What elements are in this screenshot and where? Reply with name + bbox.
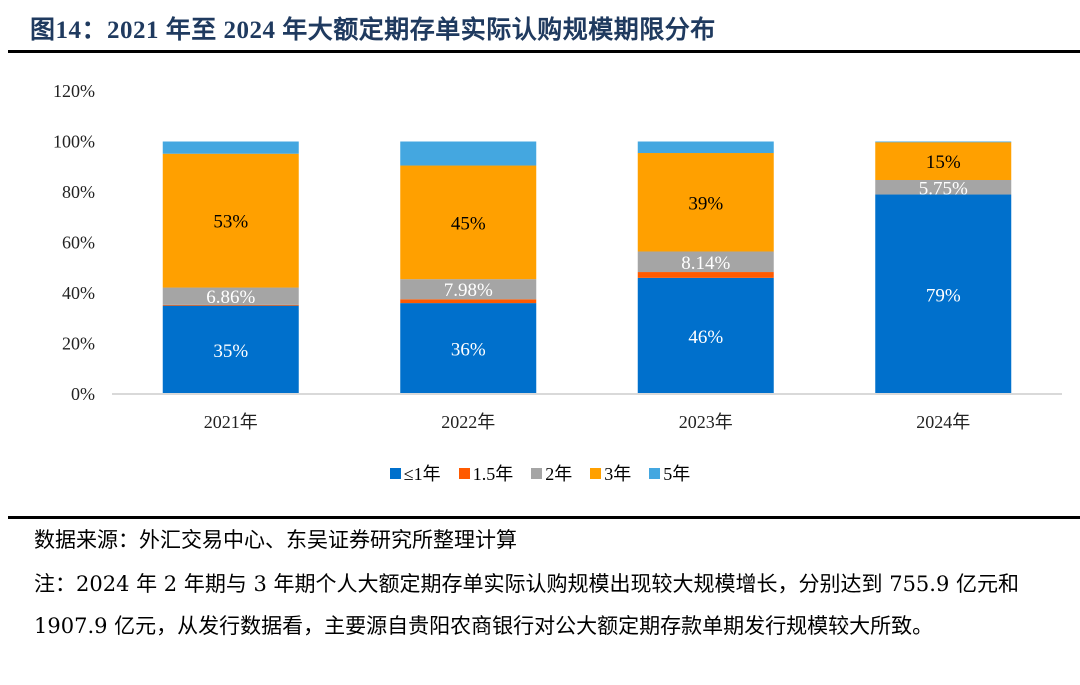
data-label: 15% [926, 152, 961, 173]
legend-item: 3年 [590, 460, 631, 486]
bars: 35% 6.86% 53% 36% 7.98% 45% 46% 8.14% 39% 79% 5.75… [162, 141, 1012, 394]
bar-stack: 35% 6.86% 53% [162, 141, 299, 394]
legend-swatch [531, 467, 543, 479]
y-tick-label: 40% [62, 283, 95, 303]
footnote: 注：2024 年 2 年期与 3 年期个人大额定期存单实际认购规模出现较大规模增… [34, 572, 1020, 638]
legend-swatch [458, 467, 470, 479]
legend-item: 2年 [531, 460, 572, 486]
bar-segment [162, 287, 299, 305]
bar-segment [162, 141, 299, 154]
x-axis: 2021年 2022年 2023年 2024年 [204, 412, 971, 432]
data-label: 6.86% [206, 287, 255, 308]
legend-label: 3年 [604, 464, 632, 484]
bar-segment [637, 272, 774, 278]
bar-segment [400, 299, 537, 304]
y-tick-label: 120% [53, 81, 95, 101]
bar-segment [400, 141, 537, 166]
x-tick-label: 2021年 [204, 412, 258, 432]
y-axis: 0% 20% 40% 60% 80% 100% 120% [53, 81, 95, 404]
title-divider [8, 50, 1080, 53]
y-tick-label: 0% [71, 384, 95, 404]
bar-segment [875, 180, 1012, 195]
bar-stack: 79% 5.75% 15% [875, 141, 1012, 394]
data-label: 5.75% [919, 178, 968, 199]
bar-segment [875, 141, 1012, 143]
legend-label: 1.5年 [472, 464, 514, 484]
legend-label: ≤1年 [403, 464, 441, 484]
bar-stack: 36% 7.98% 45% [400, 141, 537, 394]
legend-swatch [590, 467, 602, 479]
legend-item: ≤1年 [389, 460, 441, 486]
x-tick-label: 2024年 [916, 412, 970, 432]
footer-divider [8, 516, 1080, 519]
bar-segment [875, 194, 1012, 394]
legend-swatch [389, 467, 401, 479]
bar-stack: 46% 8.14% 39% [637, 141, 774, 394]
data-label: 35% [213, 341, 248, 362]
legend-item: 1.5年 [458, 460, 514, 486]
bar-segment [637, 141, 774, 154]
y-tick-label: 20% [62, 334, 95, 354]
stacked-bar-chart: 0% 20% 40% 60% 80% 100% 120% 35% 6.86% 53% 36% 7.9… [53, 81, 1062, 432]
legend-item: 5年 [649, 460, 690, 486]
bar-segment [637, 251, 774, 273]
data-label: 8.14% [681, 253, 730, 274]
y-tick-label: 100% [53, 132, 95, 152]
data-label: 39% [688, 193, 723, 214]
data-label: 7.98% [444, 280, 493, 301]
data-label: 36% [451, 340, 486, 361]
bar-segment [162, 305, 299, 394]
data-label: 79% [926, 285, 961, 306]
bar-segment [875, 142, 1012, 181]
x-tick-label: 2022年 [441, 412, 495, 432]
bar-segment [400, 279, 537, 300]
bar-segment [400, 165, 537, 280]
legend-swatch [649, 467, 661, 479]
data-label: 46% [688, 327, 723, 348]
data-label: 45% [451, 213, 486, 234]
bar-segment [637, 153, 774, 252]
bar-segment [637, 277, 774, 394]
figure-title: 图14：2021 年至 2024 年大额定期存单实际认购规模期限分布 [30, 17, 716, 44]
legend-label: 5年 [663, 464, 691, 484]
bar-segment [162, 304, 299, 306]
y-tick-label: 60% [62, 233, 95, 253]
data-source: 数据来源：外汇交易中心、东吴证券研究所整理计算 [34, 528, 517, 552]
x-tick-label: 2023年 [679, 412, 733, 432]
data-label: 53% [213, 212, 248, 233]
bar-segment [400, 303, 537, 394]
y-tick-label: 80% [62, 182, 95, 202]
bar-segment [162, 153, 299, 288]
legend-label: 2年 [545, 464, 573, 484]
chart-legend: ≤1年 1.5年 2年 3年 5年 [0, 460, 1080, 486]
